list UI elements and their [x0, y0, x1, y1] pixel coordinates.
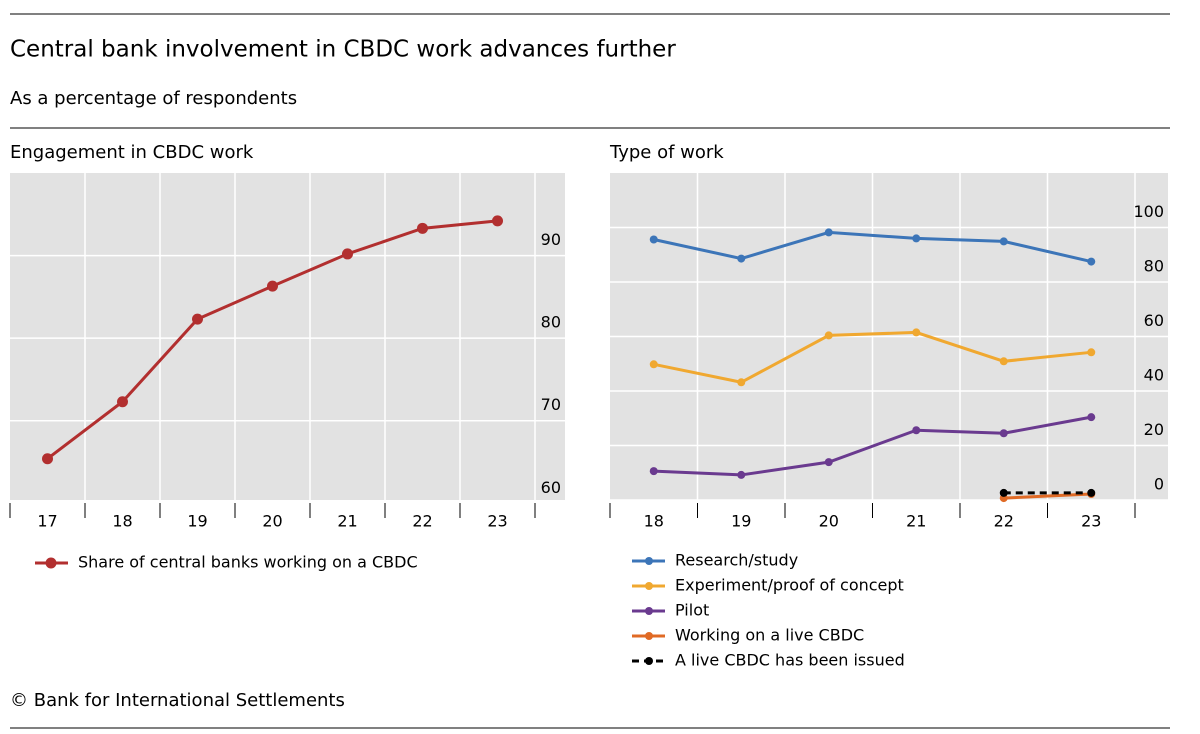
data-point — [824, 331, 833, 340]
x-tick-label: 20 — [262, 512, 282, 531]
data-point — [342, 248, 353, 260]
legend-label: Pilot — [675, 601, 709, 620]
legend-dot — [645, 607, 653, 615]
x-tick-label: 18 — [644, 512, 664, 531]
legend-label: Experiment/proof of concept — [675, 576, 904, 595]
data-point — [42, 453, 53, 465]
data-point — [824, 458, 833, 467]
data-point — [912, 426, 921, 435]
subtitle: As a percentage of respondents — [10, 88, 297, 109]
y-tick-label: 0 — [1154, 475, 1164, 494]
data-point — [737, 470, 746, 479]
data-point — [912, 328, 921, 337]
series-line — [1003, 492, 1092, 500]
legend-label: Research/study — [675, 551, 798, 570]
data-point — [1087, 413, 1096, 422]
y-tick-label: 60 — [1144, 311, 1164, 330]
plot-area — [10, 173, 565, 500]
data-point — [1087, 348, 1096, 357]
x-tick-label: 20 — [819, 512, 839, 531]
panel-title: Type of work — [609, 142, 724, 163]
legend-label: Working on a live CBDC — [675, 626, 864, 645]
data-point — [267, 280, 278, 292]
legend-dot — [645, 582, 653, 590]
data-point — [824, 228, 833, 237]
data-point — [492, 215, 503, 227]
data-point — [999, 429, 1008, 438]
legend-label: Share of central banks working on a CBDC — [78, 553, 418, 572]
data-point — [999, 357, 1008, 366]
x-tick-label: 22 — [994, 512, 1014, 531]
y-tick-label: 20 — [1144, 420, 1164, 439]
data-point — [999, 488, 1008, 497]
legend-label: A live CBDC has been issued — [675, 651, 905, 670]
data-point — [1087, 488, 1096, 497]
data-point — [912, 234, 921, 243]
data-point — [417, 222, 428, 234]
data-point — [649, 235, 658, 244]
x-tick-label: 19 — [187, 512, 207, 531]
legend-dot — [645, 632, 653, 640]
x-tick-label: 22 — [412, 512, 432, 531]
legend-dot — [45, 557, 57, 569]
x-tick-label: 21 — [906, 512, 926, 531]
data-point — [117, 396, 128, 408]
series-line — [653, 415, 1092, 477]
title: Central bank involvement in CBDC work ad… — [10, 37, 676, 63]
series-line — [653, 330, 1092, 384]
y-tick-label: 100 — [1133, 202, 1164, 221]
y-tick-label: 80 — [1144, 257, 1164, 276]
data-point — [1087, 257, 1096, 266]
data-point — [192, 313, 203, 325]
data-point — [649, 360, 658, 369]
x-tick-label: 17 — [37, 512, 57, 531]
x-tick-label: 18 — [112, 512, 132, 531]
y-tick-label: 80 — [541, 313, 561, 332]
y-tick-label: 70 — [541, 395, 561, 414]
x-tick-label: 23 — [1081, 512, 1101, 531]
x-tick-label: 19 — [731, 512, 751, 531]
y-tick-label: 60 — [541, 478, 561, 497]
data-point — [649, 467, 658, 476]
x-tick-label: 21 — [337, 512, 357, 531]
panel-title: Engagement in CBDC work — [10, 142, 254, 163]
series-line — [653, 230, 1092, 264]
y-tick-label: 40 — [1144, 366, 1164, 385]
source: © Bank for International Settlements — [10, 690, 345, 711]
y-tick-label: 90 — [541, 230, 561, 249]
data-point — [737, 254, 746, 263]
legend-dot — [645, 557, 653, 565]
data-point — [999, 237, 1008, 246]
data-point — [737, 378, 746, 387]
x-tick-label: 23 — [487, 512, 507, 531]
legend-dot — [645, 657, 653, 665]
